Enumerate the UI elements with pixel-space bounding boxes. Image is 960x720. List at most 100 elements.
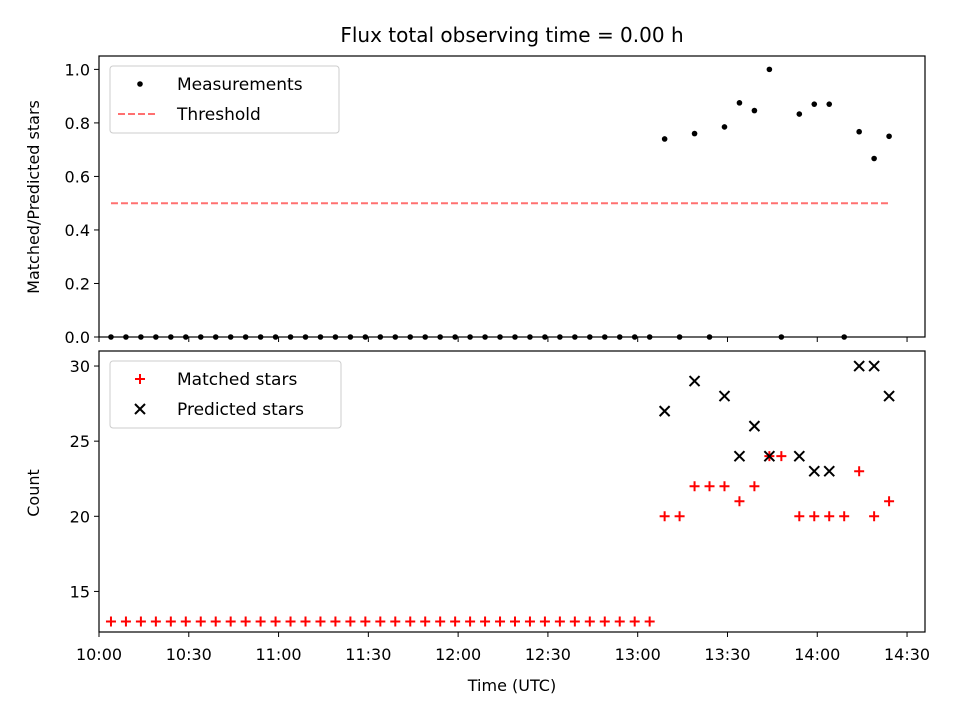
measurements-point — [437, 334, 443, 340]
x-axis-label: Time (UTC) — [467, 676, 556, 695]
matched-stars-point — [554, 616, 565, 627]
matched-stars-point — [674, 511, 685, 522]
matched-stars-point — [255, 616, 266, 627]
measurements-point — [871, 155, 877, 162]
measurements-point — [123, 334, 129, 340]
matched-stars-point — [375, 616, 386, 627]
measurements-point — [542, 334, 548, 340]
bottom-y-axis-label: Count — [24, 469, 43, 517]
matched-stars-point — [794, 511, 805, 522]
matched-stars-point — [450, 616, 461, 627]
predicted-stars-point — [763, 450, 776, 462]
legend: Measurements Threshold — [109, 65, 340, 134]
matched-stars-point — [495, 616, 506, 627]
matched-stars-point — [270, 616, 281, 627]
measurements-point — [646, 334, 653, 340]
y-tick-label: 15 — [70, 582, 90, 601]
measurements-point — [168, 334, 174, 340]
measurements-point — [766, 66, 773, 73]
legend-box — [109, 360, 342, 429]
measurements-point — [572, 334, 578, 340]
x-tick-label: 11:30 — [345, 645, 391, 664]
matched-stars-point — [180, 616, 191, 627]
predicted-stars-point — [718, 390, 731, 402]
legend-marker-measurements — [137, 81, 143, 87]
top-y-axis-label: Matched/Predicted stars — [24, 100, 43, 294]
measurements-point — [706, 334, 713, 340]
matched-stars-point — [839, 511, 850, 522]
measurements-point — [302, 334, 309, 340]
matched-stars-point — [614, 616, 625, 627]
matched-stars-point — [869, 511, 880, 522]
matched-stars-point — [689, 481, 700, 492]
measurements-point — [407, 334, 414, 340]
measurements-point — [317, 334, 324, 340]
measurements-point — [272, 334, 279, 340]
matched-stars-point — [824, 511, 835, 522]
matched-stars-point — [330, 616, 341, 627]
matched-stars-point — [809, 511, 820, 522]
predicted-stars-point — [748, 420, 761, 432]
measurements-point — [467, 334, 473, 340]
measurements-point — [601, 334, 608, 340]
matched-stars-point — [240, 616, 251, 627]
x-tick-label: 11:00 — [256, 645, 302, 664]
measurements-point — [347, 334, 354, 340]
matched-stars-point — [225, 616, 236, 627]
y-tick-label: 0.8 — [65, 114, 90, 133]
y-tick-label: 0.2 — [65, 274, 90, 293]
measurements-point — [736, 100, 743, 106]
matched-stars-point — [120, 616, 131, 627]
measurements-point — [392, 334, 399, 340]
series-layer — [108, 66, 892, 340]
matched-stars-point — [420, 616, 431, 627]
legend-marker-predicted-stars — [134, 403, 146, 415]
measurements-point — [841, 334, 847, 340]
matched-stars-point — [135, 616, 146, 627]
measurements-point — [422, 334, 429, 340]
matched-stars-point — [465, 616, 476, 627]
legend-label-matched-stars: Matched stars — [177, 370, 297, 390]
predicted-stars-point — [793, 450, 806, 462]
measurements-point — [691, 130, 698, 137]
measurements-point — [826, 101, 833, 107]
matched-stars-point — [884, 496, 895, 507]
y-tick-label: 30 — [70, 357, 90, 376]
legend-box — [109, 65, 340, 134]
x-tick-label: 14:30 — [884, 645, 930, 664]
matched-stars-point — [599, 616, 610, 627]
measurements-point — [212, 334, 219, 340]
measurements-point — [197, 334, 204, 340]
measurements-point — [242, 334, 249, 340]
matched-stars-point — [509, 616, 520, 627]
measurements-point — [482, 334, 488, 340]
measurements-point — [108, 334, 114, 340]
measurements-point — [138, 334, 144, 340]
matched-stars-point — [644, 616, 655, 627]
measurements-point — [153, 334, 159, 340]
predicted-stars-point — [883, 390, 895, 402]
panel-count: 15 20 25 30 10:00 10:30 11:00 11:30 12:00 12:30 13… — [70, 350, 930, 664]
chart-title: Flux total observing time = 0.00 h — [340, 23, 683, 47]
legend: Matched stars Predicted stars — [109, 360, 342, 429]
y-tick-label: 0.4 — [65, 221, 90, 240]
measurements-point — [257, 334, 264, 340]
predicted-stars-point — [658, 405, 671, 417]
matched-stars-point — [734, 496, 745, 507]
matched-stars-point — [719, 481, 730, 492]
measurements-point — [182, 334, 189, 340]
matched-stars-point — [480, 616, 491, 627]
matched-stars-point — [405, 616, 416, 627]
x-tick-label: 10:00 — [76, 645, 122, 664]
series-layer — [105, 360, 895, 627]
legend-label-measurements: Measurements — [177, 75, 303, 95]
measurements-point — [631, 334, 638, 340]
measurements-point — [527, 334, 533, 340]
matched-stars-point — [854, 466, 865, 477]
predicted-stars-point — [823, 465, 835, 477]
measurements-point — [796, 111, 803, 117]
predicted-stars-point — [688, 375, 701, 387]
y-tick-label: 0.0 — [65, 328, 90, 347]
x-tick-label: 10:30 — [166, 645, 212, 664]
